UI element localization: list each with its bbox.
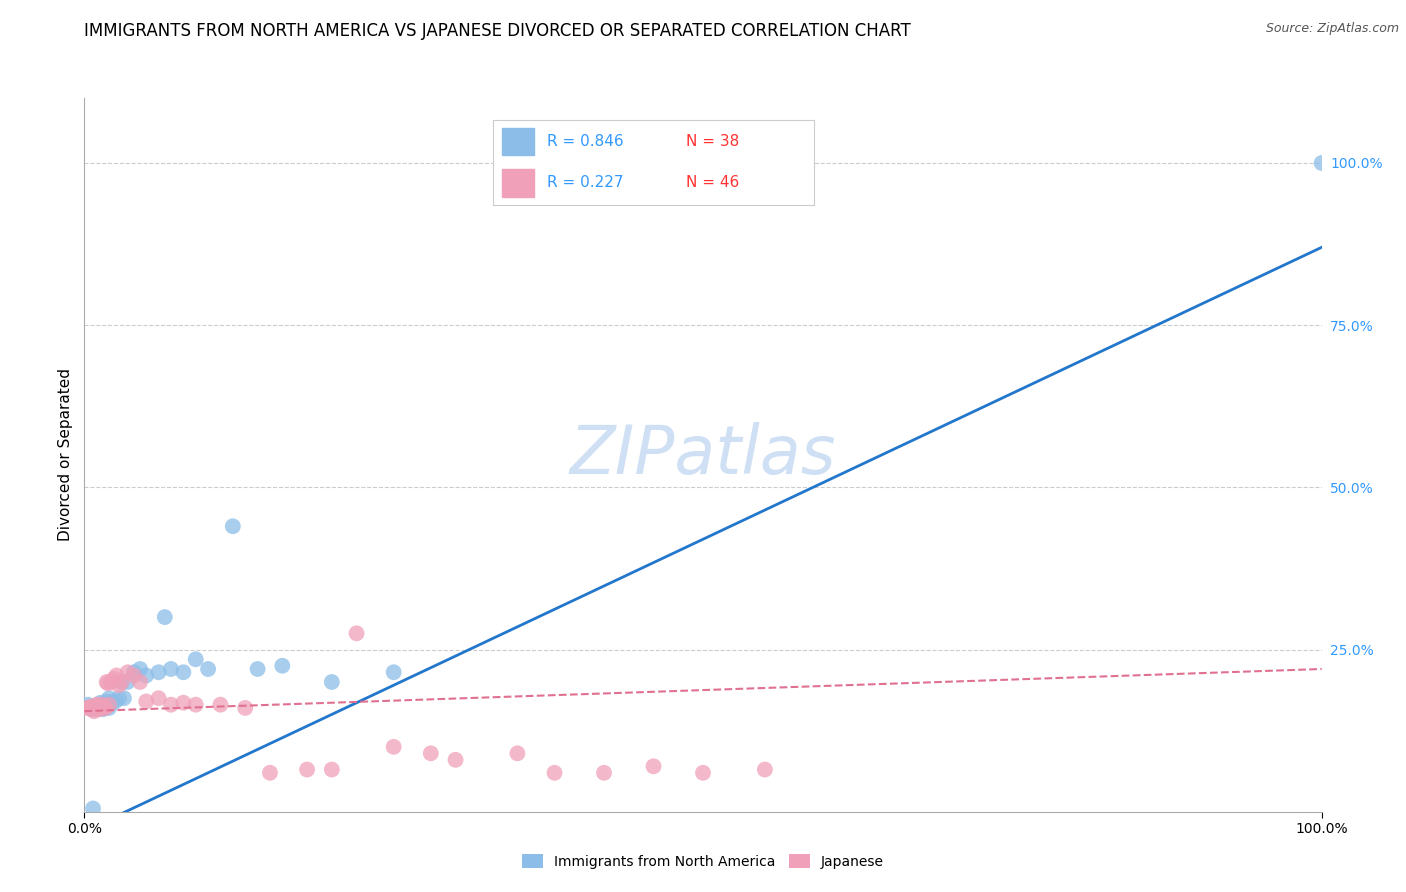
Text: IMMIGRANTS FROM NORTH AMERICA VS JAPANESE DIVORCED OR SEPARATED CORRELATION CHAR: IMMIGRANTS FROM NORTH AMERICA VS JAPANES… xyxy=(84,22,911,40)
Point xyxy=(77,701,100,715)
Point xyxy=(692,765,714,780)
Point xyxy=(96,675,118,690)
Point xyxy=(321,675,343,690)
Point xyxy=(593,765,616,780)
Point xyxy=(209,698,232,712)
Point xyxy=(80,702,103,716)
Legend: Immigrants from North America, Japanese: Immigrants from North America, Japanese xyxy=(522,855,884,869)
Point xyxy=(444,753,467,767)
Point xyxy=(82,701,104,715)
Point xyxy=(98,701,121,715)
Point xyxy=(117,675,139,690)
Point xyxy=(90,699,112,714)
Point xyxy=(103,672,125,686)
Point xyxy=(382,665,405,680)
Point xyxy=(83,704,105,718)
Point xyxy=(89,699,111,714)
Text: Source: ZipAtlas.com: Source: ZipAtlas.com xyxy=(1265,22,1399,36)
Point xyxy=(89,702,111,716)
Point xyxy=(295,763,318,777)
Point xyxy=(643,759,665,773)
Point xyxy=(506,747,529,761)
Y-axis label: Divorced or Separated: Divorced or Separated xyxy=(58,368,73,541)
Point xyxy=(79,699,101,714)
Point xyxy=(79,701,101,715)
Point xyxy=(112,691,135,706)
Point xyxy=(160,698,183,712)
Point xyxy=(110,675,132,690)
Point xyxy=(84,699,107,714)
Point xyxy=(259,765,281,780)
Point xyxy=(184,698,207,712)
Point xyxy=(79,701,101,715)
Point xyxy=(160,662,183,676)
Point xyxy=(108,691,131,706)
Point xyxy=(153,610,176,624)
Point xyxy=(346,626,368,640)
Point xyxy=(98,691,121,706)
Point xyxy=(86,701,108,715)
Point xyxy=(86,698,108,712)
Point xyxy=(108,678,131,692)
Point xyxy=(382,739,405,754)
Point xyxy=(104,694,127,708)
Point xyxy=(122,668,145,682)
Point xyxy=(1310,156,1333,170)
Point xyxy=(197,662,219,676)
Point xyxy=(77,698,100,712)
Point xyxy=(94,701,117,715)
Point xyxy=(543,765,565,780)
Point xyxy=(96,698,118,712)
Point xyxy=(84,699,107,714)
Point xyxy=(110,675,132,690)
Point xyxy=(90,698,112,712)
Point xyxy=(184,652,207,666)
Point xyxy=(122,665,145,680)
Point xyxy=(91,702,114,716)
Point xyxy=(135,668,157,682)
Point xyxy=(105,668,128,682)
Point xyxy=(93,699,115,714)
Point xyxy=(135,694,157,708)
Point xyxy=(172,696,194,710)
Point xyxy=(83,702,105,716)
Point xyxy=(97,676,120,690)
Point xyxy=(100,675,122,690)
Point xyxy=(117,665,139,680)
Point xyxy=(91,701,114,715)
Point xyxy=(233,701,256,715)
Point xyxy=(129,675,152,690)
Point xyxy=(96,694,118,708)
Point xyxy=(148,691,170,706)
Point xyxy=(86,699,108,714)
Point xyxy=(419,747,441,761)
Point xyxy=(172,665,194,680)
Point xyxy=(98,698,121,712)
Point xyxy=(82,801,104,815)
Point xyxy=(148,665,170,680)
Point xyxy=(89,698,111,712)
Text: ZIPatlas: ZIPatlas xyxy=(569,422,837,488)
Point xyxy=(100,696,122,710)
Point xyxy=(321,763,343,777)
Point xyxy=(754,763,776,777)
Point xyxy=(87,699,110,714)
Point xyxy=(246,662,269,676)
Point xyxy=(271,658,294,673)
Point xyxy=(222,519,245,533)
Point xyxy=(93,701,115,715)
Point xyxy=(80,702,103,716)
Point xyxy=(89,696,111,710)
Point xyxy=(129,662,152,676)
